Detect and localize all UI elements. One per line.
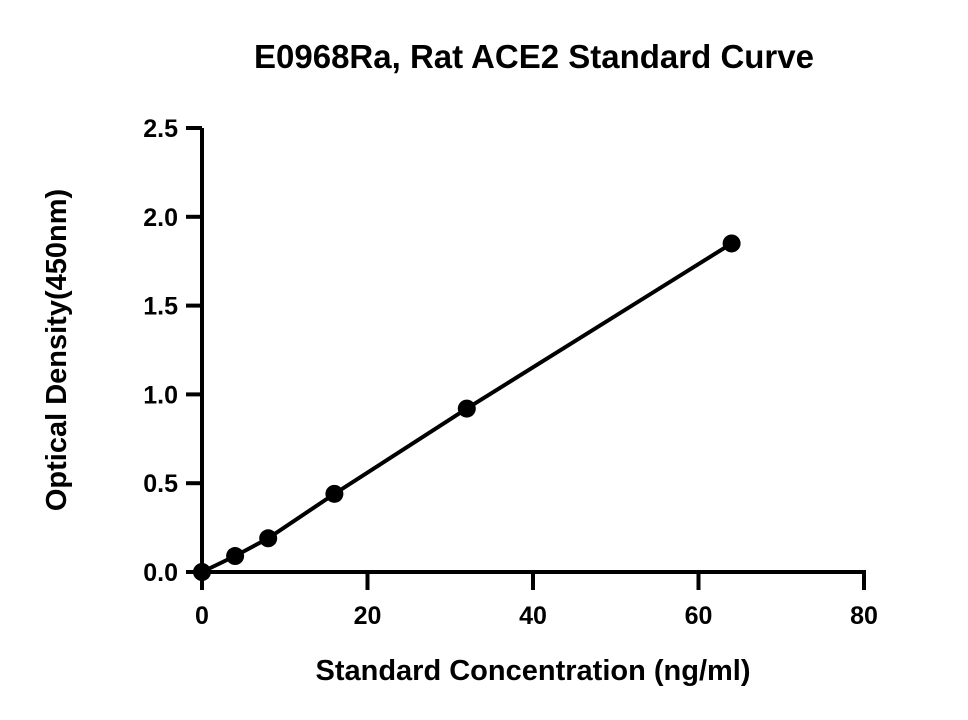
x-axis: 0 20 40 60 80 xyxy=(195,570,878,630)
x-tick-label: 60 xyxy=(685,602,713,630)
data-point xyxy=(226,547,245,566)
chart-title: E0968Ra, Rat ACE2 Standard Curve xyxy=(254,38,814,75)
data-point xyxy=(325,484,344,503)
y-tick-label: 2.5 xyxy=(143,115,178,143)
x-tick-label: 0 xyxy=(195,602,209,630)
plot-area xyxy=(193,234,741,581)
y-tick-label: 0.5 xyxy=(143,470,178,498)
x-axis-label: Standard Concentration (ng/ml) xyxy=(316,655,751,687)
x-tick-label: 20 xyxy=(354,602,382,630)
data-point xyxy=(259,529,278,548)
data-point xyxy=(457,399,476,418)
y-tick-label: 1.0 xyxy=(143,381,178,409)
x-tick-label: 80 xyxy=(850,602,878,630)
y-tick-label: 0.0 xyxy=(143,559,178,587)
y-axis-label: Optical Density(450nm) xyxy=(41,189,73,511)
data-point xyxy=(193,563,211,581)
x-tick-label: 40 xyxy=(519,602,547,630)
data-point xyxy=(722,234,741,253)
y-tick-label: 2.0 xyxy=(143,204,178,232)
y-tick-label: 1.5 xyxy=(143,293,178,321)
y-axis: 0.0 0.5 1.0 1.5 2.0 2.5 xyxy=(143,115,204,590)
